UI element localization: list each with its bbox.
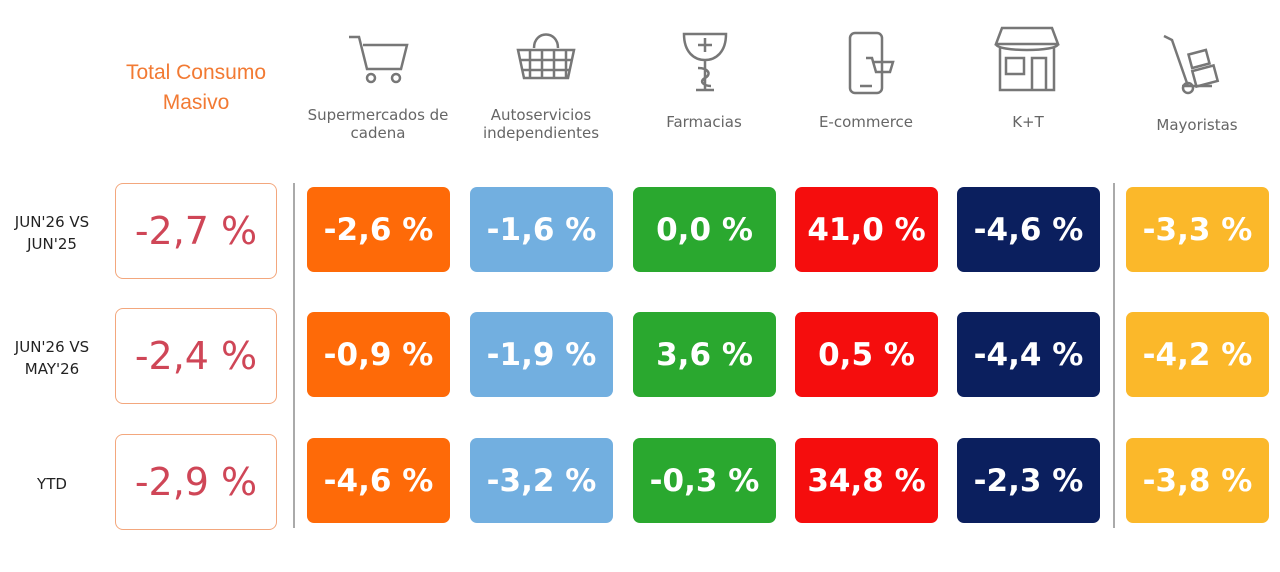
total-cell: -2,7 % xyxy=(115,183,277,279)
column-label: K+T xyxy=(1012,113,1044,131)
value-cell: -3,3 % xyxy=(1126,187,1269,272)
title: Total Consumo Masivo xyxy=(125,61,267,114)
store-icon xyxy=(994,26,1060,92)
total-cell: -2,9 % xyxy=(115,434,277,530)
value-cell: 0,0 % xyxy=(633,187,776,272)
value-cell: -0,3 % xyxy=(633,438,776,523)
separator xyxy=(1113,183,1115,528)
value-cell: -4,6 % xyxy=(957,187,1100,272)
value-cell: -1,9 % xyxy=(470,312,613,397)
row-label: YTD xyxy=(37,475,67,493)
value-cell: 34,8 % xyxy=(795,438,938,523)
column-label: E-commerce xyxy=(818,113,914,131)
value-cell: -3,2 % xyxy=(470,438,613,523)
wholesale-icon xyxy=(1163,34,1220,95)
value-cell: -0,9 % xyxy=(307,312,450,397)
column-label: Farmacias xyxy=(666,113,742,131)
value-cell: 0,5 % xyxy=(795,312,938,397)
separator xyxy=(293,183,295,528)
value-cell: 3,6 % xyxy=(633,312,776,397)
row-label: JUN'26 VS MAY'26 xyxy=(14,338,90,378)
column-label: Supermercados de cadena xyxy=(307,106,449,142)
pharmacy-icon xyxy=(682,32,728,92)
cart-icon xyxy=(349,35,409,84)
value-cell: -2,3 % xyxy=(957,438,1100,523)
value-cell: -3,8 % xyxy=(1126,438,1269,523)
value-cell: -1,6 % xyxy=(470,187,613,272)
column-label: Mayoristas xyxy=(1156,116,1238,134)
column-label: Autoservicios independientes xyxy=(482,106,600,142)
row-label: JUN'26 VS JUN'25 xyxy=(14,213,90,253)
value-cell: -2,6 % xyxy=(307,187,450,272)
value-cell: 41,0 % xyxy=(795,187,938,272)
value-cell: -4,4 % xyxy=(957,312,1100,397)
value-cell: -4,2 % xyxy=(1126,312,1269,397)
value-cell: -4,6 % xyxy=(307,438,450,523)
total-cell: -2,4 % xyxy=(115,308,277,404)
ecommerce-icon xyxy=(848,31,895,95)
basket-icon xyxy=(516,33,576,80)
